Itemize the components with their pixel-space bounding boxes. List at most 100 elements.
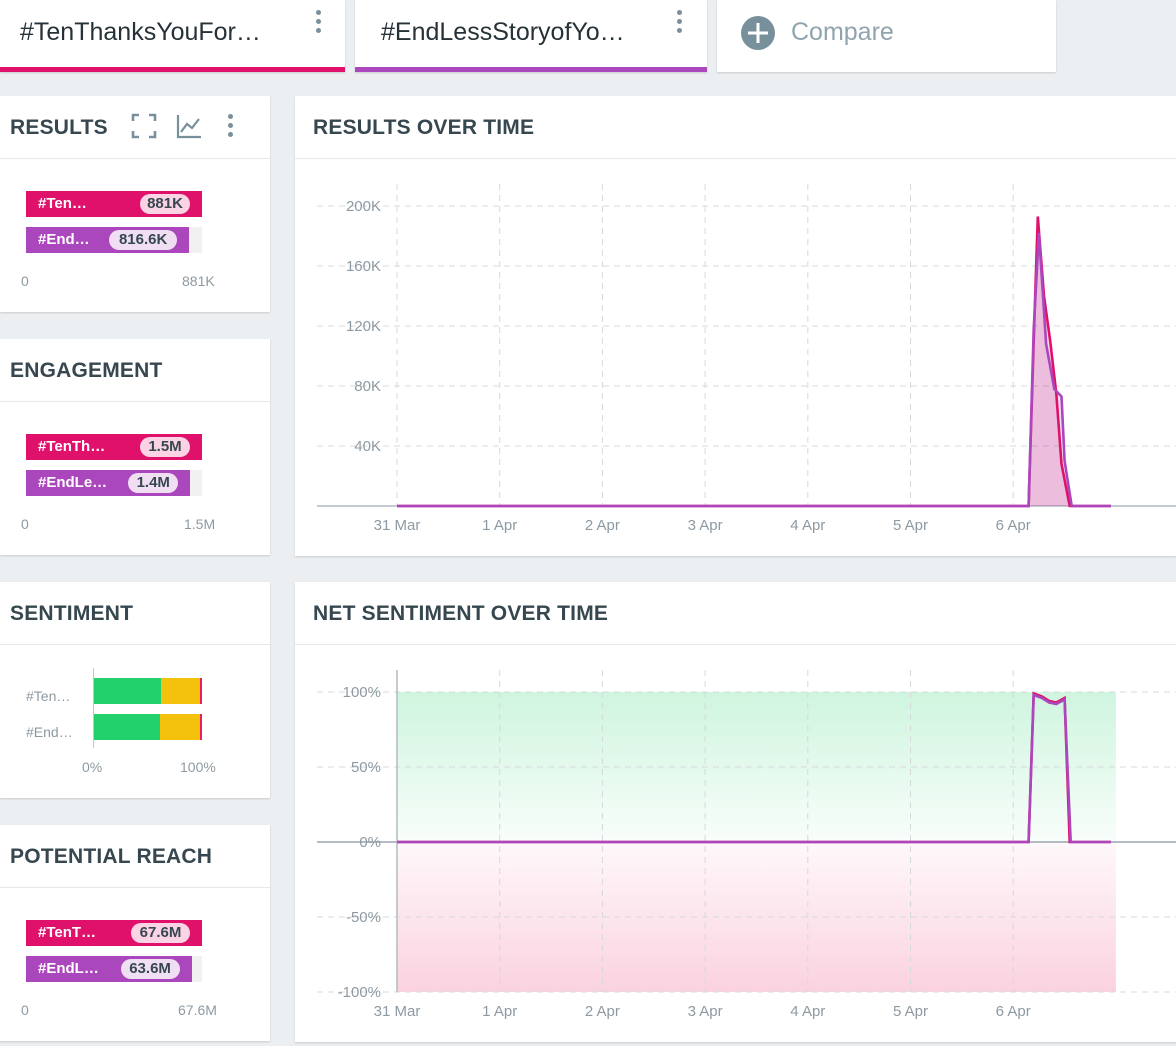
y-tick-label: 100% (343, 684, 381, 701)
neutral-segment (160, 678, 200, 704)
axis-min: 0 (21, 273, 29, 289)
compare-button[interactable]: Compare (717, 0, 1056, 72)
negative-segment (199, 714, 202, 740)
y-tick-label: 80K (354, 378, 381, 395)
bar-label: #EndL… (38, 960, 99, 977)
x-tick-label: 5 Apr (893, 1003, 928, 1020)
y-tick-label: 50% (351, 759, 381, 776)
positive-segment (94, 714, 160, 740)
tab-underline (0, 67, 345, 72)
bar-value: 1.4M (128, 473, 179, 493)
card-menu-icon[interactable] (218, 114, 242, 141)
engagement-card: ENGAGEMENT #TenTh… 1.5M #EndLe… 1.4M 0 1… (0, 339, 270, 555)
results-title: RESULTS (10, 116, 108, 139)
x-tick-label: 3 Apr (688, 517, 723, 534)
y-tick-label: -50% (346, 909, 381, 926)
bar-value: 1.5M (140, 437, 190, 457)
card-divider (0, 644, 270, 645)
card-divider (0, 887, 270, 888)
y-tick-label: 40K (354, 438, 381, 455)
results-bar-ten: #Ten… 881K (26, 191, 202, 217)
negative-segment (199, 678, 202, 704)
axis-max: 1.5M (184, 516, 216, 532)
card-divider (0, 158, 270, 159)
engagement-bar-end: #EndLe… 1.4M (26, 470, 202, 496)
sentiment-axis-line (93, 668, 94, 748)
sentiment-row-label: #Ten… (26, 688, 71, 704)
net-sentiment-title: NET SENTIMENT OVER TIME (313, 602, 609, 625)
engagement-bar-ten: #TenTh… 1.5M (26, 434, 202, 460)
reach-bar-end: #EndL… 63.6M (26, 956, 202, 982)
net-sentiment-chart: 31 Mar 1 Apr 2 Apr 3 Apr 4 Apr 5 Apr 6 Apr 100%… (317, 670, 1176, 1020)
x-tick-label: 6 Apr (996, 517, 1031, 534)
axis-max: 67.6M (178, 1002, 217, 1018)
bar-label: #TenTh… (38, 438, 106, 455)
x-tick-label: 31 Mar (374, 1003, 421, 1020)
tab-label: #EndLessStoryofYo… (381, 18, 625, 46)
sentiment-bar-end (94, 714, 202, 740)
reach-bar-ten: #TenT… 67.6M (26, 920, 202, 946)
sentiment-row-label: #End… (26, 724, 73, 740)
line-chart-icon[interactable] (175, 112, 203, 140)
bar-value: 881K (140, 194, 190, 214)
y-tick-label: 120K (346, 318, 381, 335)
sentiment-bar-ten (94, 678, 202, 704)
axis-min: 0 (21, 516, 29, 532)
series-line (397, 232, 1111, 508)
x-tick-label: 1 Apr (482, 1003, 517, 1020)
bar-value: 816.6K (109, 230, 178, 250)
x-tick-label: 4 Apr (790, 1003, 825, 1020)
axis-max: 881K (182, 273, 215, 289)
bar-label: #Ten… (38, 195, 87, 212)
results-over-time-title: RESULTS OVER TIME (313, 116, 535, 139)
y-tick-label: 0% (359, 834, 381, 851)
x-tick-label: 5 Apr (893, 517, 928, 534)
card-divider (295, 158, 1176, 159)
tab-menu-icon[interactable] (667, 10, 691, 40)
axis-max: 100% (180, 759, 216, 775)
card-divider (295, 644, 1176, 645)
net-sentiment-card: NET SENTIMENT OVER TIME 31 Mar 1 Apr 2 Apr… (295, 582, 1176, 1042)
y-tick-label: -100% (338, 984, 381, 1001)
add-circle-icon (741, 16, 775, 50)
sentiment-title: SENTIMENT (10, 602, 134, 625)
x-tick-label: 31 Mar (374, 517, 421, 534)
series-area (397, 233, 1111, 506)
results-over-time-card: RESULTS OVER TIME 31 Mar 1 Apr 2 Apr 3 Apr 4… (295, 96, 1176, 556)
positive-segment (94, 678, 161, 704)
results-over-time-chart: 31 Mar 1 Apr 2 Apr 3 Apr 4 Apr 5 Apr 6 Apr 40K 8… (317, 184, 1176, 534)
engagement-title: ENGAGEMENT (10, 359, 163, 382)
card-divider (0, 401, 270, 402)
axis-min: 0% (82, 759, 103, 775)
x-tick-label: 2 Apr (585, 1003, 620, 1020)
tab-tenthanks[interactable]: #TenThanksYouFor… (0, 0, 345, 72)
bar-label: #End… (38, 231, 90, 248)
reach-title: POTENTIAL REACH (10, 845, 213, 868)
x-tick-label: 3 Apr (688, 1003, 723, 1020)
series-area (397, 216, 1111, 506)
tab-endless[interactable]: #EndLessStoryofYo… (355, 0, 707, 72)
x-tick-label: 2 Apr (585, 517, 620, 534)
results-card: RESULTS #Ten… 881K #End… 816.6K 0 881K (0, 96, 270, 312)
y-tick-label: 160K (346, 258, 381, 275)
x-tick-label: 6 Apr (996, 1003, 1031, 1020)
reach-card: POTENTIAL REACH #TenT… 67.6M #EndL… 63.6… (0, 825, 270, 1041)
x-tick-label: 1 Apr (482, 517, 517, 534)
neutral-segment (159, 714, 200, 740)
sentiment-card: SENTIMENT #Ten… #End… 0% 100% (0, 582, 270, 798)
tab-label: #TenThanksYouFor… (20, 18, 261, 46)
compare-label: Compare (791, 18, 894, 46)
bar-value: 67.6M (131, 923, 190, 943)
series-line (397, 216, 1111, 508)
series-line (397, 693, 1111, 844)
bar-label: #TenT… (38, 924, 97, 941)
y-tick-label: 200K (346, 198, 381, 215)
tab-underline (355, 67, 707, 72)
axis-min: 0 (21, 1002, 29, 1018)
x-tick-label: 4 Apr (790, 517, 825, 534)
bar-value: 63.6M (120, 959, 180, 979)
tab-menu-icon[interactable] (306, 10, 330, 40)
bar-label: #EndLe… (38, 474, 108, 491)
results-bar-end: #End… 816.6K (26, 227, 202, 253)
fullscreen-icon[interactable] (130, 112, 158, 140)
